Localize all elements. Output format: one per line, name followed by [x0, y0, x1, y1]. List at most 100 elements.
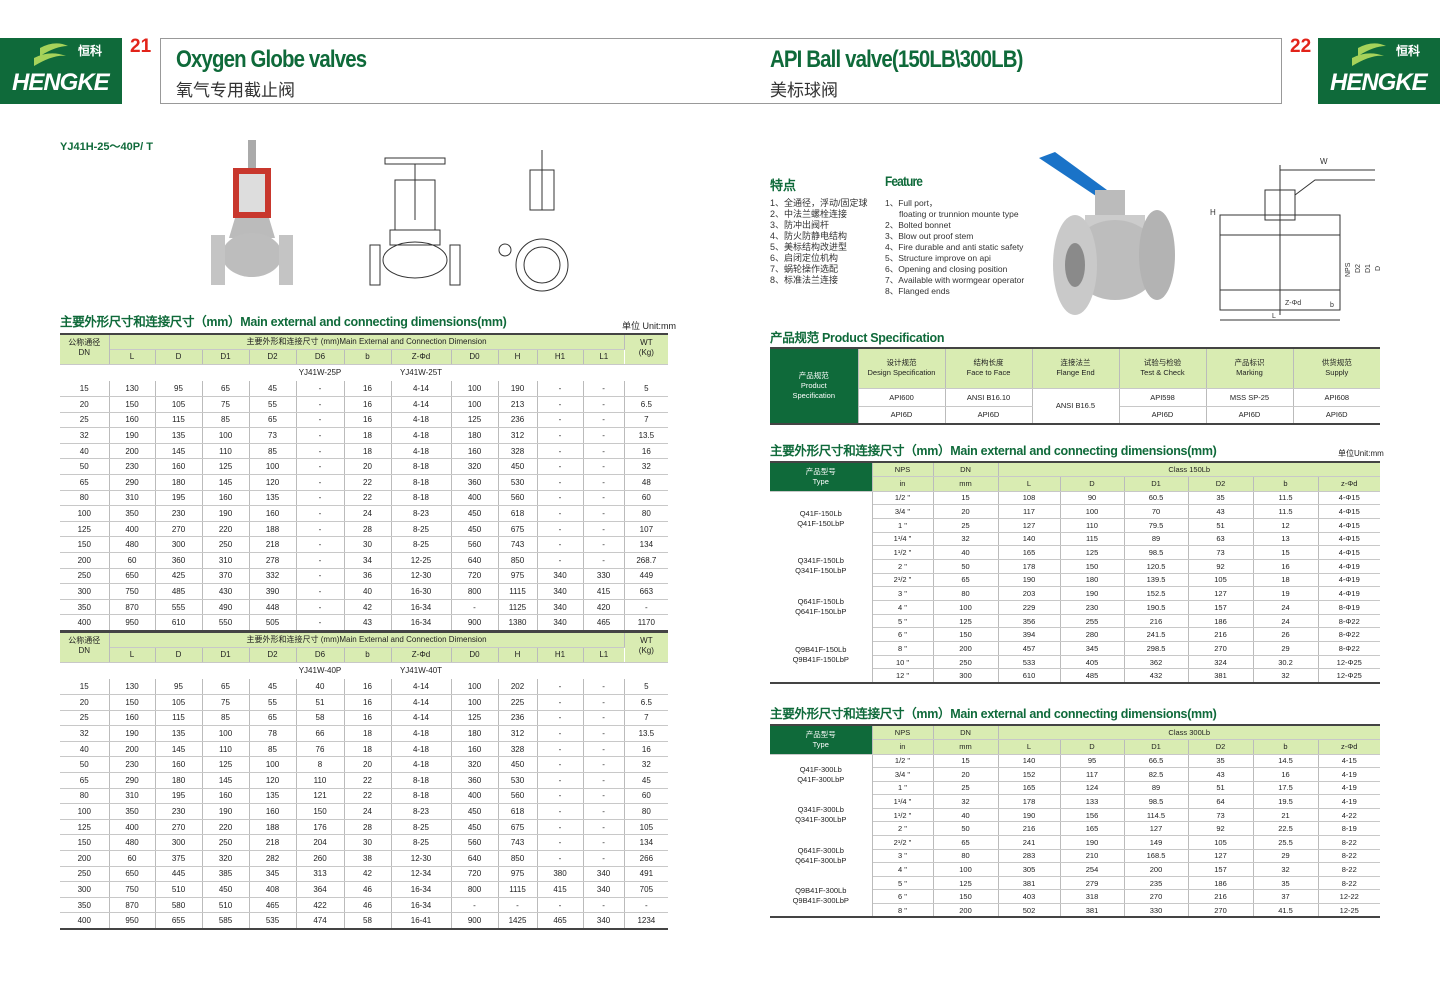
- cell: 8-23: [391, 803, 452, 820]
- wave-logo-icon: [1352, 43, 1386, 66]
- cell: 16: [344, 710, 392, 727]
- spec-label-line: 产品规范: [798, 371, 829, 380]
- spec-header: 连接法兰 Flange End: [1032, 348, 1120, 389]
- wave-logo-icon: [34, 43, 68, 66]
- cell: 51: [296, 694, 345, 711]
- cell: 720: [451, 866, 499, 883]
- type-cell: Q341F-150Lb Q341F-150LbP: [770, 545, 873, 587]
- cell: 8-Φ22: [1318, 627, 1381, 643]
- cell: 8-25: [391, 536, 452, 554]
- table-row: 32 190 135 100 73-18 4-18 180 312- -13.5: [60, 427, 669, 444]
- cell: 870: [109, 897, 156, 914]
- table-row: 4 " 100 305 254 200 157 32 8-22: [770, 862, 1381, 877]
- cell: 200: [109, 443, 156, 460]
- cell: 8 ": [872, 641, 934, 656]
- column-header: Z-Φd: [391, 647, 452, 663]
- cell: 530: [498, 772, 538, 789]
- cell: 320: [451, 458, 499, 476]
- cell: 160: [202, 788, 250, 805]
- spec-cell: MSS SP-25: [1206, 388, 1294, 407]
- cell: -: [583, 458, 625, 476]
- cell: 15: [1253, 545, 1319, 560]
- dimension-table-150lb: 产品型号 Type NPS DN Class 150Lb in mm L D D1 D2 b z-Φd Q…: [770, 461, 1381, 684]
- model-cell: [451, 364, 498, 381]
- class-header: Class 300Lb: [998, 725, 1381, 740]
- cell: 40: [60, 741, 110, 758]
- table-row: 50 230 160 125 100-20 8-18 320 450- -32: [60, 458, 669, 476]
- cell: 160: [155, 756, 203, 774]
- cell: 40: [60, 443, 110, 460]
- type-cell: Q341F-300Lb Q341F-300LbP: [770, 794, 873, 836]
- table-row: 40 200 145 110 85 76 18 4-18 160 328- -16: [60, 741, 669, 758]
- cell: 100: [451, 396, 499, 413]
- cell: 50: [933, 559, 999, 574]
- spec-label: 产品规范 Product Specification: [770, 348, 859, 425]
- cell: 80: [624, 505, 669, 522]
- cell: 29: [1253, 849, 1319, 864]
- cell: -: [537, 819, 584, 836]
- cell: 457: [998, 641, 1061, 656]
- cell: 28: [344, 521, 392, 538]
- cell: 35: [1188, 754, 1254, 769]
- cell: 150: [109, 694, 156, 711]
- cell: 450: [498, 756, 538, 774]
- feature-cn-item: 1、全通径，浮动/固定球: [770, 198, 868, 208]
- cell: 1¹/2 ": [872, 545, 934, 560]
- cell: -: [583, 897, 625, 914]
- title-bar: [160, 38, 1282, 104]
- cell: 415: [583, 583, 625, 600]
- cell: 270: [1124, 889, 1189, 905]
- cell: 324: [1188, 655, 1254, 670]
- cell: 450: [498, 458, 538, 476]
- cell: 73: [249, 427, 297, 444]
- cell: 278: [249, 552, 297, 569]
- cell: 550: [202, 614, 250, 631]
- column-header: H: [498, 647, 538, 663]
- column-header: L1: [583, 349, 625, 365]
- column-header: D1: [202, 647, 250, 663]
- cell: 100: [451, 381, 499, 398]
- cell: 330: [583, 568, 625, 585]
- model-cell: [451, 662, 498, 679]
- cell: 16-30: [391, 583, 452, 600]
- cell: 125: [451, 412, 499, 429]
- cell: 8-18: [391, 772, 452, 789]
- cell: 40: [933, 808, 999, 823]
- feature-en-item: 4、Fire durable and anti static safety: [885, 242, 1024, 252]
- cell: -: [537, 803, 584, 820]
- column-header: D: [1060, 476, 1125, 492]
- cell: 85: [249, 741, 297, 758]
- cell: 2¹/2 ": [872, 573, 934, 588]
- cell: 4-Φ15: [1318, 545, 1381, 560]
- cell: 30.2: [1253, 655, 1319, 670]
- table-row: 3/4 " 20 152 117 82.5 43 16 4-19: [770, 767, 1381, 782]
- spec-header-en: Supply: [1325, 368, 1349, 378]
- cell: -: [624, 599, 669, 616]
- dim-label-d2: D2: [1355, 264, 1362, 273]
- dim-label-d: D: [1375, 266, 1382, 271]
- cell: 12-25: [1318, 903, 1381, 918]
- cell: 180: [451, 725, 499, 742]
- cell: 310: [109, 788, 156, 805]
- cell: 350: [109, 803, 156, 820]
- cell: 70: [1124, 504, 1189, 519]
- cell: 8-19: [1318, 821, 1381, 837]
- spec-cell: API600: [858, 388, 946, 407]
- cell: 45: [249, 381, 297, 398]
- cell: -: [296, 396, 345, 413]
- cell: 190: [498, 381, 538, 398]
- table-row: 2¹/2 " 65 190 180 139.5 105 18 4-Φ19: [770, 573, 1381, 588]
- table-row: 15 130 95 65 45 40 16 4-14 100 202- -5: [60, 679, 669, 696]
- table-row: 10 " 250 533 405 362 324 30.2 12-Φ25: [770, 655, 1381, 670]
- cell: 340: [537, 614, 584, 631]
- cell: 98.5: [1124, 545, 1189, 560]
- cell: -: [583, 474, 625, 491]
- cell: 280: [1060, 627, 1125, 643]
- feature-en-item: 5、Structure improve on api: [885, 253, 991, 263]
- class-header: Class 150Lb: [998, 462, 1381, 477]
- cell: 8-25: [391, 834, 452, 852]
- cell: 6 ": [872, 627, 934, 643]
- cell: 950: [109, 614, 156, 631]
- cell: 381: [1188, 668, 1254, 684]
- column-header: D: [155, 647, 203, 663]
